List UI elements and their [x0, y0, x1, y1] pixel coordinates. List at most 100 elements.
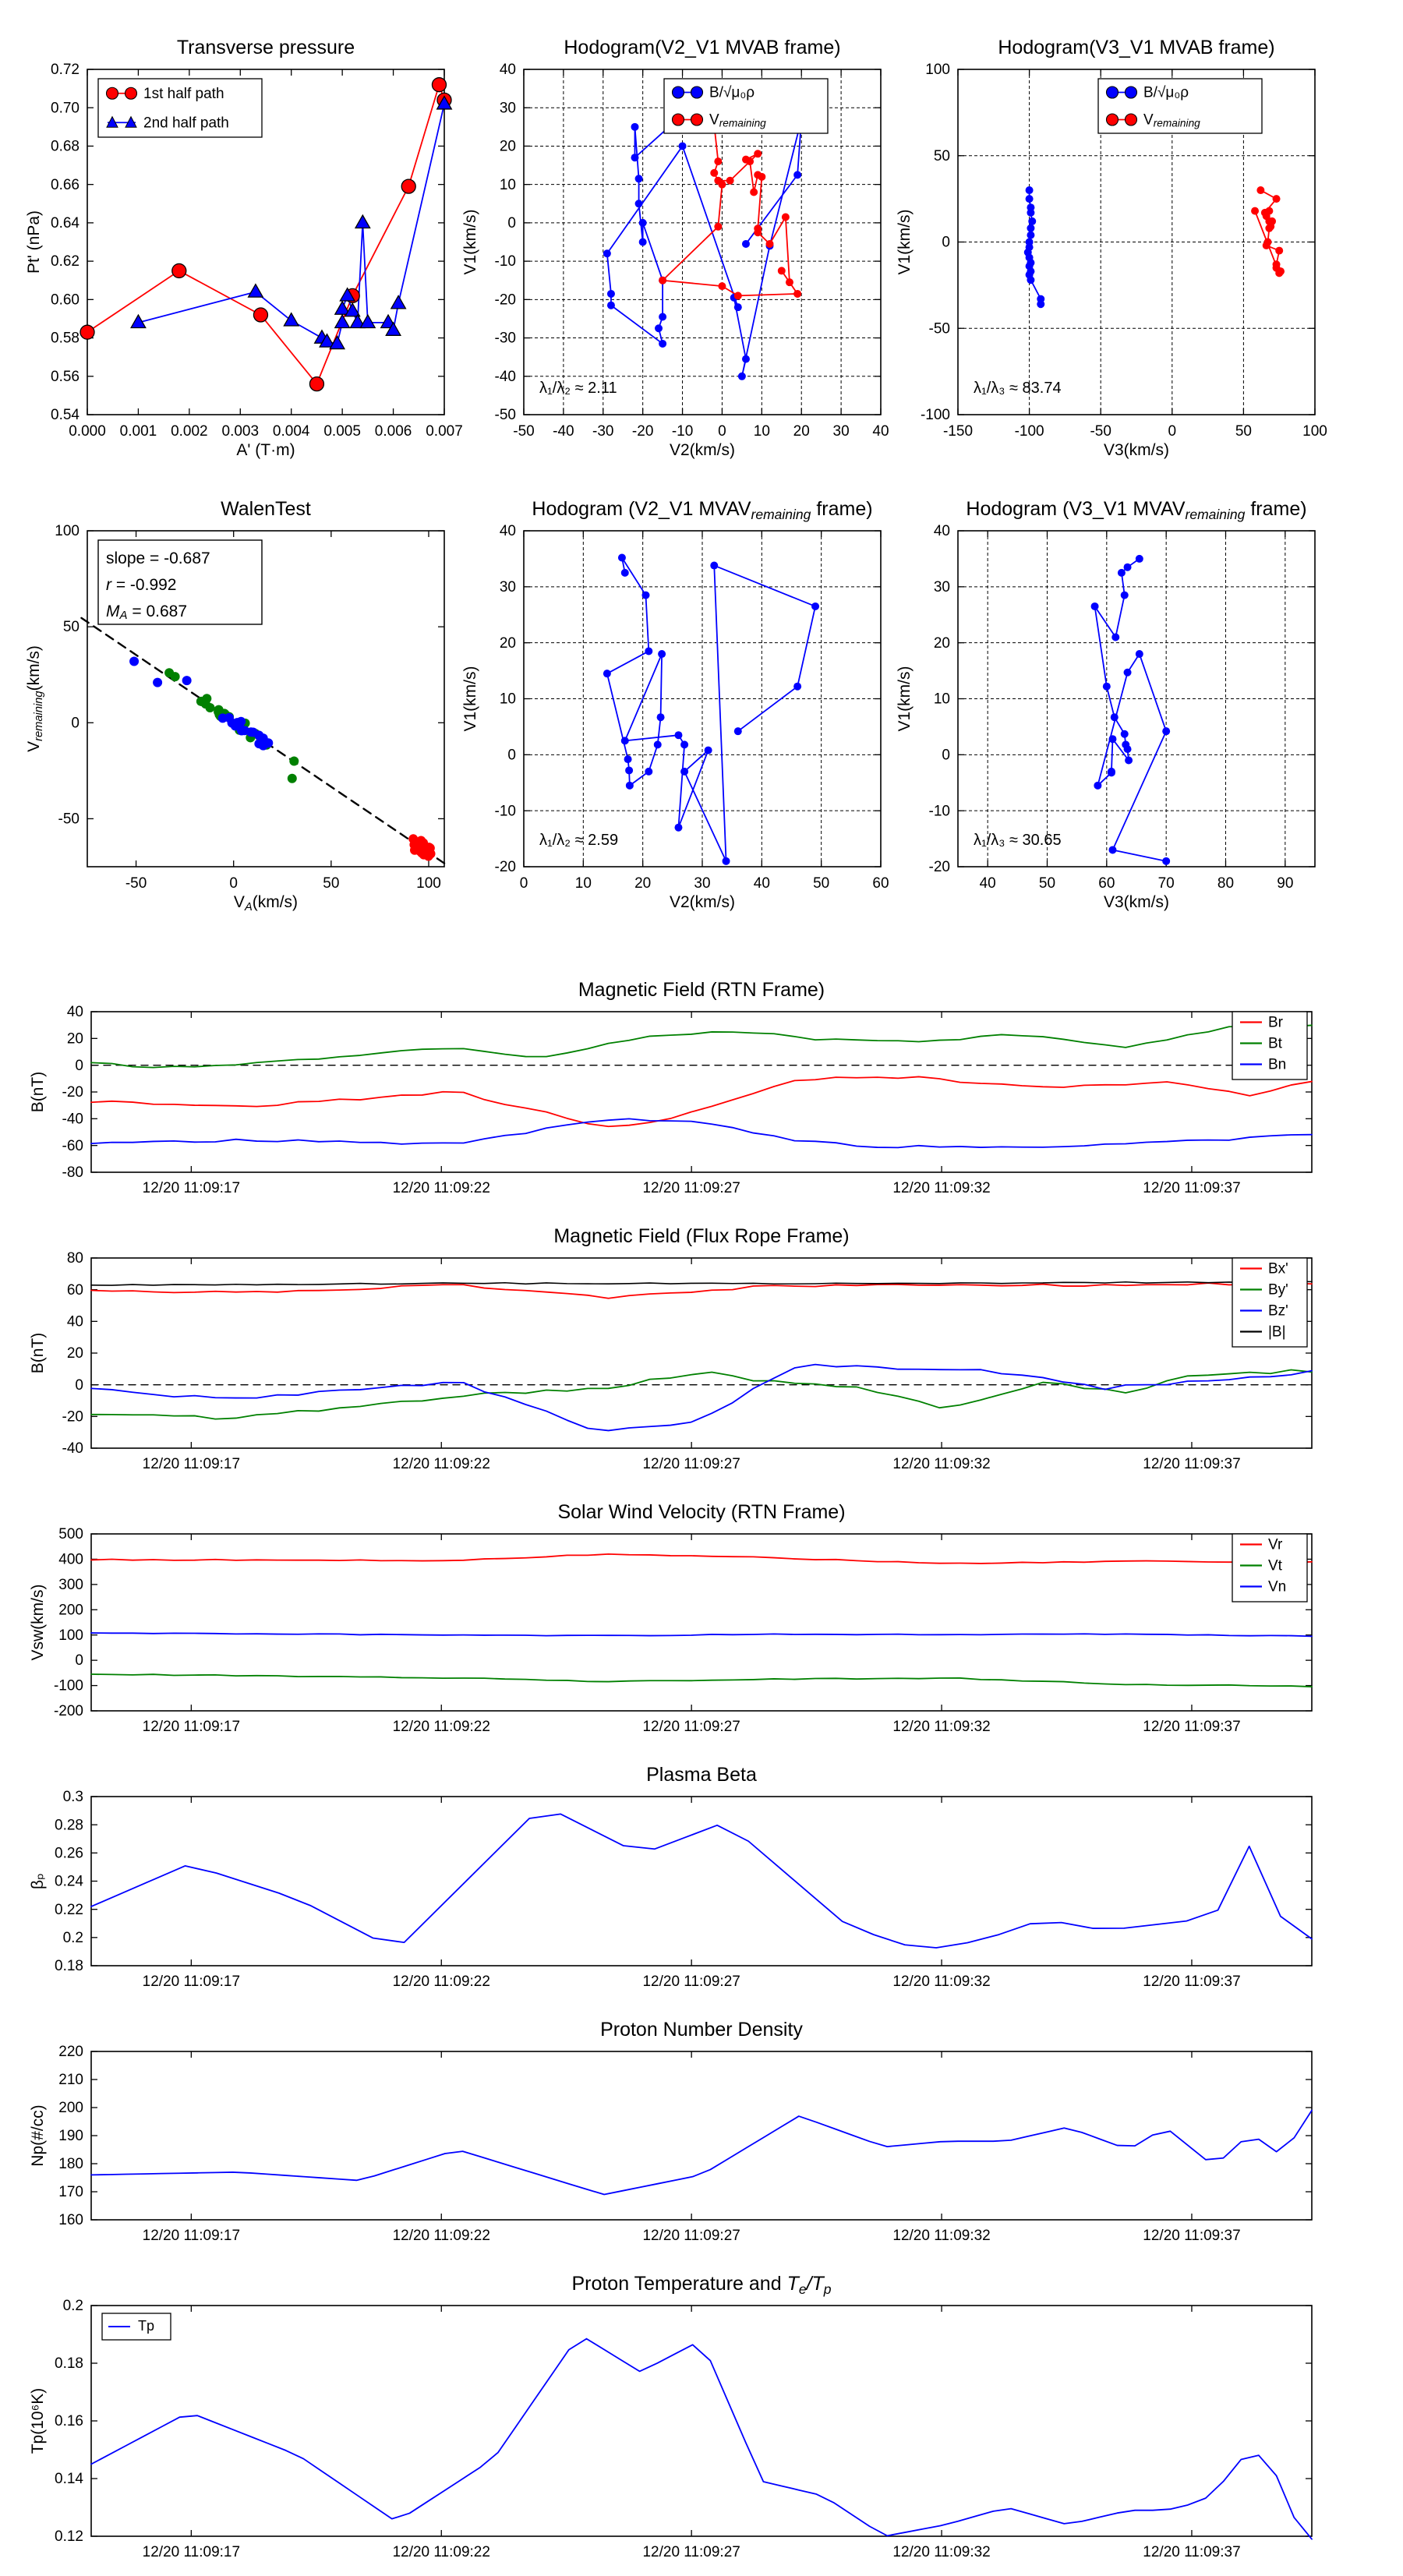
svg-text:0: 0 — [1168, 423, 1177, 440]
svg-text:V1(km/s): V1(km/s) — [896, 666, 914, 732]
svg-text:0: 0 — [942, 235, 950, 251]
svg-text:0: 0 — [75, 1652, 83, 1669]
svg-text:0.18: 0.18 — [55, 1958, 83, 1974]
svg-text:100: 100 — [416, 875, 441, 892]
svg-text:Br: Br — [1268, 1015, 1284, 1031]
svg-text:190: 190 — [58, 2128, 83, 2144]
svg-text:20: 20 — [67, 1345, 83, 1362]
svg-text:WalenTest: WalenTest — [221, 498, 311, 520]
svg-text:B(nT): B(nT) — [29, 1333, 47, 1374]
svg-text:70: 70 — [1158, 875, 1175, 892]
svg-text:20: 20 — [934, 635, 950, 652]
svg-text:0.68: 0.68 — [51, 139, 80, 155]
svg-text:0.002: 0.002 — [171, 423, 208, 440]
svg-text:-40: -40 — [62, 1111, 83, 1127]
svg-text:60: 60 — [1098, 875, 1115, 892]
svg-text:0: 0 — [718, 423, 726, 440]
svg-text:-20: -20 — [62, 1408, 83, 1425]
svg-text:-100: -100 — [54, 1678, 83, 1694]
svg-text:12/20 11:09:27: 12/20 11:09:27 — [642, 1974, 740, 1990]
svg-text:Proton Temperature and Te/Tp: Proton Temperature and Te/Tp — [571, 2273, 831, 2297]
svg-text:0.62: 0.62 — [51, 253, 80, 270]
svg-text:400: 400 — [58, 1552, 83, 1568]
svg-text:10: 10 — [934, 691, 950, 708]
svg-text:Vr: Vr — [1268, 1537, 1283, 1553]
svg-text:0.28: 0.28 — [55, 1817, 83, 1833]
svg-text:0.3: 0.3 — [63, 1789, 83, 1805]
svg-text:0.24: 0.24 — [55, 1874, 83, 1890]
svg-text:-20: -20 — [495, 859, 516, 875]
svg-text:0.2: 0.2 — [63, 1930, 83, 1946]
svg-text:12/20 11:09:32: 12/20 11:09:32 — [892, 1719, 990, 1735]
svg-text:Hodogram (V3_V1 MVAVremaining: Hodogram (V3_V1 MVAVremaining frame) — [966, 498, 1306, 522]
svg-text:10: 10 — [500, 691, 516, 708]
svg-text:0.001: 0.001 — [120, 423, 157, 440]
svg-text:500: 500 — [58, 1526, 83, 1542]
svg-text:12/20 11:09:37: 12/20 11:09:37 — [1143, 1456, 1240, 1472]
svg-text:-30: -30 — [592, 423, 613, 440]
svg-text:12/20 11:09:17: 12/20 11:09:17 — [143, 1180, 240, 1196]
svg-text:-10: -10 — [495, 253, 516, 270]
svg-text:220: 220 — [58, 2044, 83, 2060]
svg-text:Vsw(km/s): Vsw(km/s) — [29, 1585, 47, 1661]
svg-text:30: 30 — [833, 423, 850, 440]
svg-text:12/20 11:09:22: 12/20 11:09:22 — [393, 1456, 490, 1472]
svg-text:200: 200 — [58, 1602, 83, 1618]
svg-text:0: 0 — [507, 747, 516, 763]
svg-text:0.60: 0.60 — [51, 292, 80, 308]
svg-text:-10: -10 — [495, 803, 516, 819]
svg-text:40: 40 — [67, 1313, 83, 1330]
svg-text:100: 100 — [1302, 423, 1327, 440]
svg-text:Bz': Bz' — [1268, 1303, 1288, 1320]
svg-text:0: 0 — [520, 875, 528, 892]
svg-text:0.66: 0.66 — [51, 177, 80, 193]
svg-text:βₚ: βₚ — [29, 1873, 47, 1889]
svg-text:0.2: 0.2 — [63, 2298, 83, 2314]
svg-text:0: 0 — [71, 715, 80, 731]
svg-text:50: 50 — [934, 148, 950, 164]
svg-text:V1(km/s): V1(km/s) — [461, 210, 479, 275]
svg-text:12/20 11:09:17: 12/20 11:09:17 — [143, 1974, 240, 1990]
svg-text:0.16: 0.16 — [55, 2413, 83, 2429]
svg-text:1st half path: 1st half path — [143, 86, 224, 102]
svg-text:20: 20 — [67, 1030, 83, 1047]
svg-text:100: 100 — [925, 62, 950, 78]
svg-text:50: 50 — [1235, 423, 1252, 440]
svg-text:Tp(10⁶K): Tp(10⁶K) — [29, 2388, 47, 2454]
svg-text:0: 0 — [507, 215, 516, 231]
svg-text:0: 0 — [229, 875, 238, 892]
svg-text:0: 0 — [75, 1377, 83, 1394]
svg-text:40: 40 — [934, 523, 950, 539]
svg-text:12/20 11:09:32: 12/20 11:09:32 — [892, 2228, 990, 2244]
svg-text:Magnetic Field (RTN Frame): Magnetic Field (RTN Frame) — [578, 979, 825, 1001]
svg-text:Plasma Beta: Plasma Beta — [646, 1764, 757, 1786]
svg-text:30: 30 — [500, 579, 516, 595]
svg-text:V1(km/s): V1(km/s) — [896, 210, 914, 275]
svg-text:0.000: 0.000 — [69, 423, 106, 440]
svg-text:12/20 11:09:27: 12/20 11:09:27 — [642, 2544, 740, 2560]
svg-text:0.54: 0.54 — [51, 407, 80, 423]
svg-text:λ₁/λ₂ ≈ 2.59: λ₁/λ₂ ≈ 2.59 — [539, 832, 618, 849]
svg-text:0.005: 0.005 — [323, 423, 361, 440]
svg-text:Pt' (nPa): Pt' (nPa) — [25, 210, 43, 274]
svg-text:V3(km/s): V3(km/s) — [1104, 893, 1169, 911]
svg-text:12/20 11:09:27: 12/20 11:09:27 — [642, 1456, 740, 1472]
svg-text:|B|: |B| — [1268, 1324, 1286, 1341]
svg-text:10: 10 — [575, 875, 592, 892]
svg-text:0.12: 0.12 — [55, 2528, 83, 2545]
svg-text:0.006: 0.006 — [375, 423, 412, 440]
svg-text:12/20 11:09:37: 12/20 11:09:37 — [1143, 1974, 1240, 1990]
svg-text:12/20 11:09:32: 12/20 11:09:32 — [892, 2544, 990, 2560]
svg-text:Np(#/cc): Np(#/cc) — [29, 2104, 47, 2166]
svg-text:60: 60 — [67, 1282, 83, 1299]
svg-text:100: 100 — [55, 523, 80, 539]
svg-text:Hodogram(V2_V1 MVAB frame): Hodogram(V2_V1 MVAB frame) — [564, 37, 840, 58]
svg-text:MA = 0.687: MA = 0.687 — [106, 602, 187, 622]
svg-text:Magnetic Field (Flux Rope Fram: Magnetic Field (Flux Rope Frame) — [553, 1225, 849, 1247]
svg-text:12/20 11:09:22: 12/20 11:09:22 — [393, 1180, 490, 1196]
svg-text:0.004: 0.004 — [273, 423, 310, 440]
svg-text:slope = -0.687: slope = -0.687 — [106, 549, 210, 567]
svg-text:10: 10 — [754, 423, 770, 440]
svg-text:200: 200 — [58, 2100, 83, 2116]
svg-text:40: 40 — [872, 423, 889, 440]
